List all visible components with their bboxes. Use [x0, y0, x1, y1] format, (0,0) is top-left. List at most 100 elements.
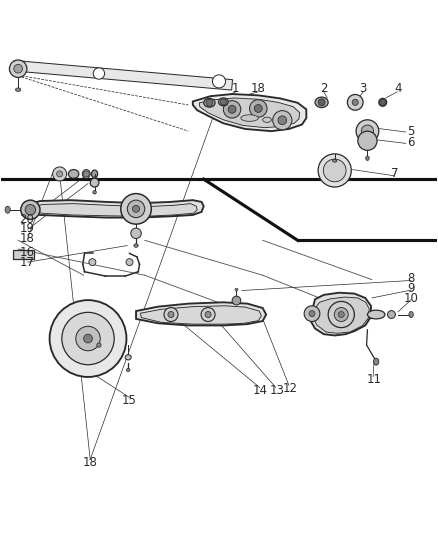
Text: 18: 18 — [19, 232, 34, 245]
Circle shape — [220, 99, 226, 105]
Circle shape — [334, 308, 348, 321]
Circle shape — [57, 171, 63, 177]
Polygon shape — [311, 293, 371, 335]
Ellipse shape — [92, 170, 98, 178]
Circle shape — [49, 300, 127, 377]
Polygon shape — [313, 297, 369, 333]
Circle shape — [53, 167, 67, 181]
Circle shape — [205, 311, 211, 318]
Text: 1: 1 — [232, 82, 239, 95]
Circle shape — [323, 159, 346, 182]
Circle shape — [212, 75, 226, 88]
Ellipse shape — [15, 88, 21, 92]
Polygon shape — [193, 94, 306, 131]
Circle shape — [356, 120, 379, 142]
Text: 17: 17 — [19, 256, 35, 269]
Text: 6: 6 — [407, 135, 415, 149]
Circle shape — [126, 259, 133, 265]
Ellipse shape — [379, 99, 387, 106]
Ellipse shape — [82, 169, 90, 179]
Text: 12: 12 — [282, 382, 297, 395]
Ellipse shape — [367, 310, 385, 319]
Ellipse shape — [263, 117, 272, 123]
Circle shape — [168, 311, 174, 318]
Ellipse shape — [332, 159, 337, 162]
Circle shape — [93, 68, 105, 79]
Text: 7: 7 — [391, 167, 398, 181]
Ellipse shape — [125, 354, 131, 360]
Text: 18: 18 — [251, 82, 266, 95]
Ellipse shape — [219, 98, 228, 106]
Ellipse shape — [92, 177, 97, 181]
Polygon shape — [28, 204, 197, 216]
Text: 11: 11 — [367, 373, 381, 386]
Ellipse shape — [204, 99, 215, 107]
Circle shape — [121, 193, 151, 224]
Text: 15: 15 — [122, 394, 137, 407]
Circle shape — [228, 106, 236, 113]
Circle shape — [21, 200, 40, 220]
Circle shape — [318, 99, 325, 106]
Polygon shape — [136, 302, 266, 326]
Circle shape — [361, 125, 374, 138]
Circle shape — [358, 131, 377, 150]
Circle shape — [254, 104, 262, 112]
Text: 10: 10 — [404, 292, 419, 305]
Circle shape — [90, 179, 99, 187]
Circle shape — [10, 60, 27, 77]
Text: 2: 2 — [320, 82, 328, 95]
Polygon shape — [141, 306, 261, 324]
Circle shape — [318, 154, 351, 187]
Ellipse shape — [366, 156, 369, 160]
Circle shape — [304, 306, 320, 321]
Ellipse shape — [68, 169, 79, 179]
Text: 5: 5 — [407, 125, 415, 138]
Text: 9: 9 — [407, 282, 415, 295]
Circle shape — [164, 308, 178, 321]
Circle shape — [232, 296, 241, 305]
Circle shape — [223, 101, 241, 118]
Circle shape — [89, 259, 96, 265]
Circle shape — [131, 228, 141, 239]
Ellipse shape — [409, 311, 413, 318]
Ellipse shape — [235, 288, 238, 291]
Circle shape — [352, 99, 358, 106]
Circle shape — [25, 205, 35, 215]
Circle shape — [309, 311, 315, 317]
Text: 14: 14 — [253, 384, 268, 398]
Circle shape — [133, 205, 140, 212]
Ellipse shape — [388, 311, 396, 318]
Ellipse shape — [374, 358, 379, 365]
Ellipse shape — [315, 97, 328, 108]
Circle shape — [62, 312, 114, 365]
Circle shape — [97, 343, 101, 348]
Circle shape — [14, 64, 22, 73]
Circle shape — [127, 200, 145, 217]
Circle shape — [76, 326, 100, 351]
Circle shape — [201, 308, 215, 321]
Text: 3: 3 — [360, 82, 367, 95]
Ellipse shape — [127, 368, 130, 372]
Ellipse shape — [241, 115, 258, 122]
Text: 13: 13 — [269, 384, 284, 398]
Circle shape — [250, 100, 267, 117]
Ellipse shape — [93, 190, 96, 194]
Text: 4: 4 — [394, 82, 402, 95]
Ellipse shape — [134, 244, 138, 247]
Circle shape — [206, 99, 213, 106]
Polygon shape — [22, 200, 204, 217]
Text: 8: 8 — [407, 272, 415, 285]
Text: 16: 16 — [19, 246, 35, 259]
Circle shape — [83, 171, 89, 177]
Circle shape — [273, 111, 292, 130]
Polygon shape — [199, 98, 300, 128]
Circle shape — [278, 116, 287, 125]
Polygon shape — [13, 60, 233, 90]
Circle shape — [347, 94, 363, 110]
Text: 20: 20 — [19, 213, 34, 226]
Ellipse shape — [5, 206, 11, 213]
Text: 19: 19 — [19, 222, 35, 235]
Circle shape — [338, 311, 344, 318]
Circle shape — [380, 99, 386, 106]
FancyBboxPatch shape — [13, 250, 34, 259]
